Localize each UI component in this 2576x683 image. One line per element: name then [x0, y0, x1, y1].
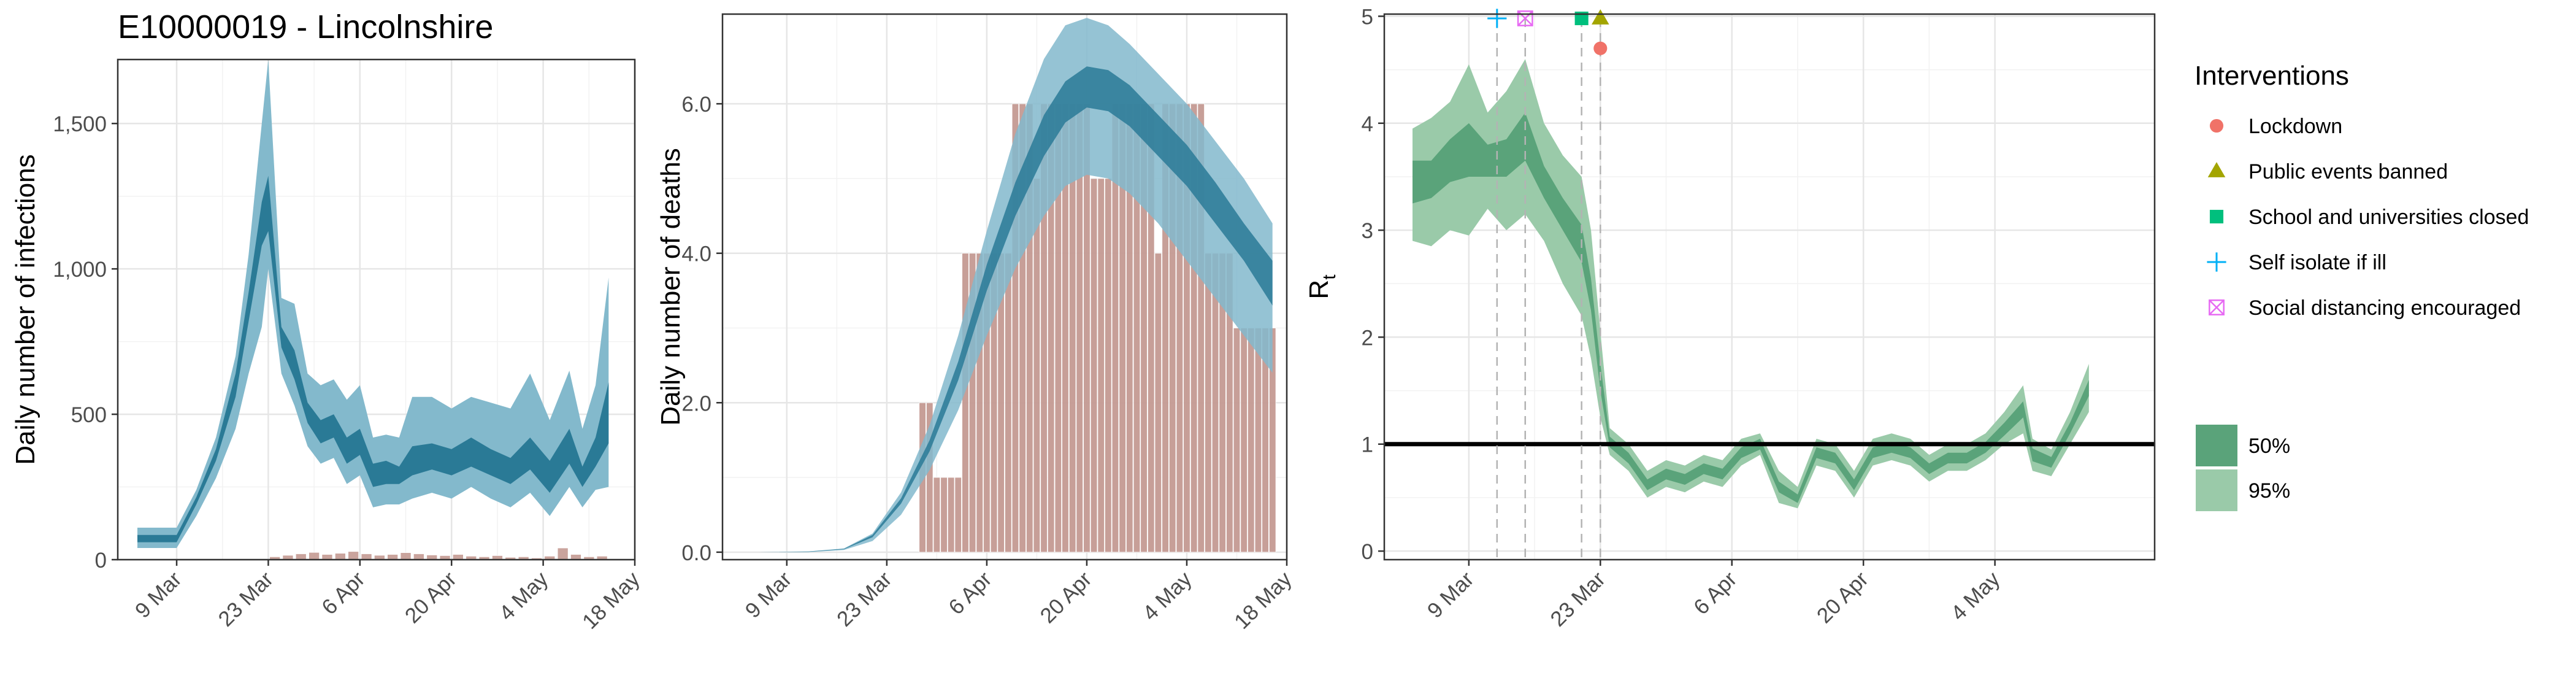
- legend-key-social_distancing: [2209, 299, 2225, 315]
- infections-observed-bar: [361, 554, 372, 560]
- infections-observed-bar: [570, 554, 581, 560]
- deaths-observed-bar: [1033, 178, 1041, 553]
- deaths-observed-bar: [962, 253, 969, 553]
- rt-y-tick-label: 0: [1362, 540, 1373, 564]
- deaths-observed-bar: [976, 253, 984, 553]
- deaths-observed-bar: [926, 402, 933, 553]
- deaths-observed-bar: [1154, 253, 1162, 553]
- infections-observed-bar: [557, 547, 569, 560]
- deaths-observed-bar: [1268, 328, 1276, 553]
- deaths-panel-border: [721, 13, 1288, 561]
- deaths-y-tick-label: 2.0: [681, 392, 711, 415]
- legend-key-school: [2209, 209, 2224, 224]
- deaths-observed-bar: [1248, 328, 1255, 553]
- legend-band-key-95: [2196, 469, 2237, 511]
- deaths-band-95: [758, 18, 1273, 552]
- infections-observed-bar: [452, 554, 464, 560]
- deaths-panel: 0.02.04.06.09 Mar 23 Mar 6 Apr 20 Apr 4 May 1…: [656, 13, 1297, 634]
- legend-key-self_isolate: [2207, 252, 2226, 272]
- infections-y-tick-label: 1,000: [53, 258, 107, 282]
- rt-y-tick-label: 2: [1362, 326, 1373, 350]
- deaths-observed-bar: [954, 477, 962, 553]
- figure-title: E10000019 - Lincolnshire: [118, 9, 493, 45]
- deaths-y-tick-label: 4.0: [681, 242, 711, 266]
- infections-observed-bar: [309, 552, 320, 560]
- rt-y-tick-label: 4: [1362, 112, 1373, 136]
- intervention-marker-public_events: [1591, 9, 1609, 25]
- legend-label-social_distancing: Social distancing encouraged: [2248, 296, 2521, 320]
- legend-label-lockdown: Lockdown: [2248, 115, 2342, 138]
- legend-label-public_events: Public events banned: [2248, 160, 2448, 183]
- legend-band-label-50: 50%: [2248, 434, 2290, 458]
- infections-observed-bar: [334, 553, 346, 560]
- deaths-observed-bar: [1190, 103, 1198, 553]
- deaths-observed-bar: [933, 477, 941, 553]
- deaths-observed-bar: [940, 477, 948, 553]
- deaths-observed-bar: [1090, 178, 1098, 553]
- deaths-observed-bar: [947, 477, 955, 553]
- legend-band-key-50: [2196, 425, 2237, 466]
- deaths-observed-bar: [1197, 103, 1205, 553]
- rt-band-95: [1413, 59, 2089, 509]
- infections-observed-bar: [387, 554, 399, 560]
- rt-band-50: [1413, 112, 2089, 503]
- deaths-ylabel: Daily number of deaths: [656, 148, 686, 425]
- legend: Interventions Lockdown Public events banne…: [2195, 61, 2529, 511]
- rt-y-tick-label: 3: [1362, 219, 1373, 243]
- legend-title: Interventions: [2195, 61, 2349, 91]
- deaths-y-tick-label: 6.0: [681, 93, 711, 117]
- infections-y-tick-label: 1,500: [53, 112, 107, 136]
- rt-y-tick-label: 5: [1362, 5, 1373, 29]
- infections-band-50: [137, 176, 609, 542]
- infections-band-95: [137, 60, 609, 548]
- legend-band-label-95: 95%: [2248, 479, 2290, 503]
- infections-observed-bar: [321, 554, 333, 560]
- deaths-observed-bar: [1233, 328, 1241, 553]
- legend-key-public_events: [2207, 162, 2226, 177]
- infections-y-tick-label: 500: [71, 403, 107, 427]
- rt-ylabel: Rt: [1304, 274, 1340, 299]
- infections-observed-bar: [295, 554, 307, 560]
- intervention-marker-self_isolate: [1487, 9, 1507, 28]
- intervention-marker-school: [1574, 11, 1589, 26]
- deaths-observed-bar: [1005, 253, 1012, 553]
- deaths-y-tick-label: 0.0: [681, 541, 711, 565]
- intervention-marker-lockdown: [1593, 41, 1608, 55]
- deaths-observed-bar: [1019, 103, 1026, 553]
- infections-observed-bar: [348, 551, 359, 560]
- legend-label-self_isolate: Self isolate if ill: [2248, 251, 2386, 274]
- legend-key-lockdown: [2209, 118, 2224, 133]
- deaths-observed-bar: [1240, 328, 1248, 553]
- infections-ylabel: Daily number of infections: [10, 154, 40, 465]
- deaths-observed-bar: [1011, 103, 1019, 553]
- infections-observed-bar: [413, 554, 424, 560]
- deaths-observed-bar: [968, 253, 976, 553]
- legend-label-school: School and universities closed: [2248, 206, 2529, 229]
- infections-observed-bar: [400, 552, 412, 560]
- deaths-observed-bar: [1097, 178, 1105, 553]
- infections-panel-border: [117, 58, 636, 561]
- infections-y-tick-label: 0: [95, 549, 107, 573]
- rt-panel-border: [1383, 13, 2156, 561]
- rt-ylabel-subscript: t: [1319, 274, 1340, 280]
- rt-y-tick-label: 1: [1362, 433, 1373, 457]
- rt-ylabel-main: R: [1304, 280, 1334, 299]
- deaths-observed-bar: [1205, 253, 1212, 553]
- deaths-observed-bar: [1105, 178, 1112, 553]
- deaths-observed-bar: [1254, 328, 1262, 553]
